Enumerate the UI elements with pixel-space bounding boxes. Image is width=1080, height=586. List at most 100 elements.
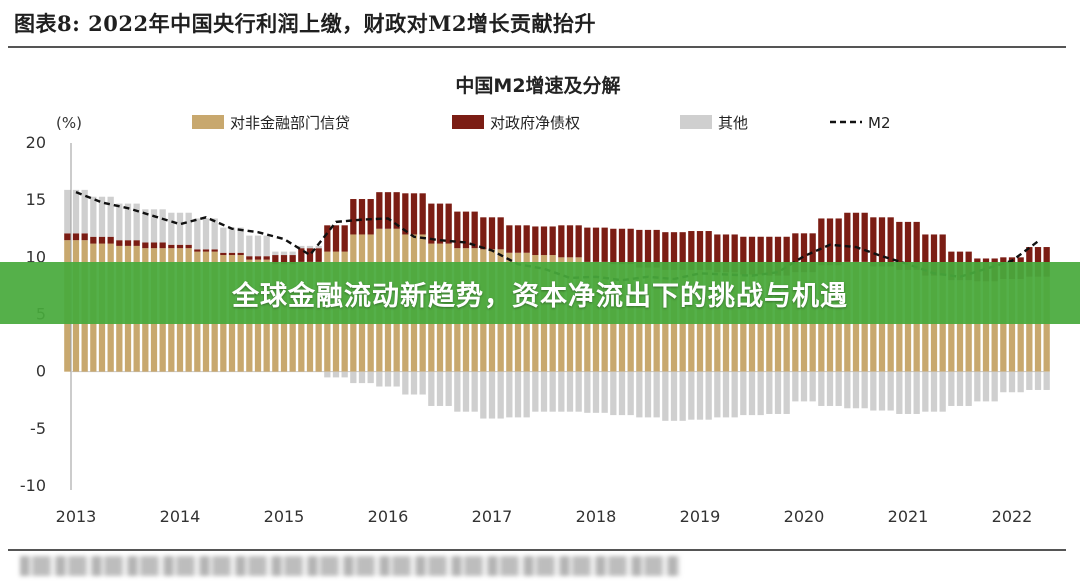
bar-govt [497,217,504,250]
bar-govt [688,231,695,270]
y-tick-label: 15 [26,190,46,209]
bar-other [298,245,305,249]
bar-other [878,371,886,411]
bar-other [237,227,244,253]
bar-govt [341,225,348,252]
bar-credit [982,281,990,372]
bar-govt [722,234,730,273]
bar-other [549,371,556,412]
bar-govt [410,193,418,235]
bar-govt [81,233,88,241]
bar-govt [185,244,192,249]
bar-govt [298,248,305,262]
bar-other [81,189,88,234]
bar-govt [670,232,678,270]
bar-govt [800,233,808,273]
bar-other [809,371,816,402]
bar-other [272,251,279,256]
bar-other [870,371,877,411]
headline-banner: 全球金融流动新趋势，资本净流出下的挑战与机遇 [0,262,1080,324]
bar-other [341,371,348,378]
bar-govt [930,234,938,276]
bar-credit [1000,279,1007,372]
bar-govt [254,256,262,260]
bar-other [774,371,782,414]
bar-other [393,371,400,387]
bar-govt [818,218,825,266]
x-tick-label: 2021 [888,507,929,526]
bar-govt [774,236,782,276]
bar-other [159,209,166,243]
legend-label-other: 其他 [718,114,748,132]
bar-govt [272,255,279,265]
bar-other [679,371,686,421]
bar-other [532,371,539,412]
bar-other [792,371,799,402]
bar-other [558,371,565,412]
bar-govt [523,225,530,253]
bar-govt [289,255,296,265]
bar-govt [740,236,747,275]
bar-govt [592,227,600,262]
bar-other [116,203,123,241]
bar-credit [974,281,981,372]
bar-govt [428,203,435,244]
y-tick-label: 20 [26,133,46,152]
bar-credit [965,280,972,372]
bar-credit [1026,276,1033,372]
bar-govt [194,249,201,252]
bar-govt [852,212,860,262]
x-tick-label: 2014 [160,507,201,526]
bar-other [930,371,938,412]
bar-other [974,371,981,402]
bar-govt [64,233,71,241]
bar-other [575,371,582,412]
bar-govt [584,227,591,262]
bar-govt [142,242,149,249]
bar-other [800,371,808,402]
bar-govt [220,252,227,256]
bar-govt [783,236,790,276]
bar-other [913,371,920,414]
bar-govt [159,242,166,249]
bar-govt [280,255,288,265]
bar-credit [956,280,964,372]
bar-govt [922,234,929,276]
bar-other [350,371,357,384]
bar-other [246,235,253,257]
bar-govt [835,218,842,266]
bar-govt [696,231,704,270]
bar-govt [384,192,392,229]
bar-other [410,371,418,395]
bar-govt [367,199,374,235]
bar-govt [532,226,539,256]
bar-other [419,371,426,395]
bar-govt [748,236,756,275]
bar-other [852,371,860,409]
bar-govt [202,249,210,252]
bar-other [705,371,712,420]
bar-other [982,371,990,402]
y-axis-unit: (%) [56,114,82,132]
bar-other [601,371,608,413]
bar-other [627,371,634,416]
figure-title: 图表8: 2022年中国央行利润上缴，财政对M2增长贡献抬升 [14,11,596,36]
legend-label-credit: 对非金融部门信贷 [230,114,350,132]
bar-other [696,371,704,420]
bar-other [150,209,158,243]
bar-other [636,371,643,418]
bar-govt [887,217,894,267]
bar-other [142,209,149,243]
bar-govt [228,252,236,256]
bar-govt [549,226,556,256]
bar-govt [393,192,400,229]
bar-govt [679,232,686,270]
headline-text: 全球金融流动新趋势，资本净流出下的挑战与机遇 [232,280,848,312]
bar-other [1026,371,1033,390]
bar-other [332,371,340,378]
legend-swatch-other [680,115,712,129]
bar-govt [705,231,712,270]
bar-govt [506,225,513,253]
bar-govt [72,233,80,241]
bar-govt [610,228,617,265]
